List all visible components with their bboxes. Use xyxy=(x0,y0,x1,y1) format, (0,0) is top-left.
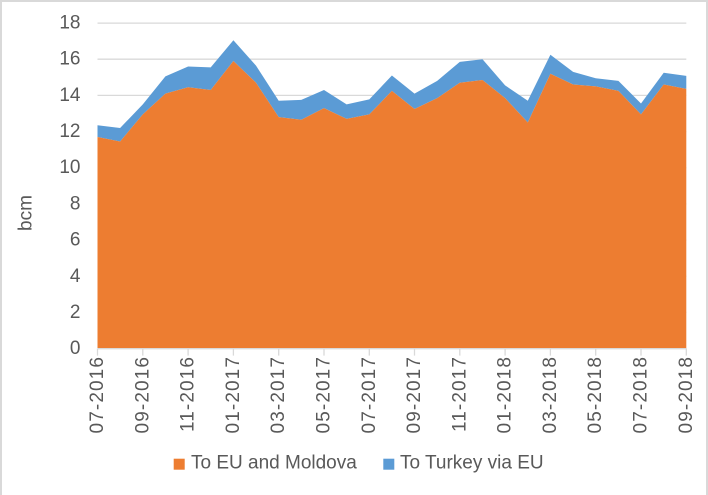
svg-text:10: 10 xyxy=(59,157,80,178)
svg-text:16: 16 xyxy=(59,49,80,70)
svg-text:6: 6 xyxy=(70,230,81,251)
svg-text:14: 14 xyxy=(59,85,81,106)
svg-text:07-2017: 07-2017 xyxy=(359,356,380,433)
svg-text:18: 18 xyxy=(59,13,80,34)
svg-text:05-2017: 05-2017 xyxy=(314,356,335,433)
svg-text:12: 12 xyxy=(59,121,80,142)
svg-text:11-2016: 11-2016 xyxy=(178,356,199,432)
svg-text:4: 4 xyxy=(70,266,81,287)
svg-text:2: 2 xyxy=(70,302,81,323)
svg-text:01-2017: 01-2017 xyxy=(223,356,244,433)
svg-text:11-2017: 11-2017 xyxy=(449,356,470,432)
svg-text:To Turkey via EU: To Turkey via EU xyxy=(400,453,544,474)
svg-text:09-2018: 09-2018 xyxy=(676,356,697,433)
svg-text:07-2018: 07-2018 xyxy=(631,356,652,433)
svg-text:To EU and Moldova: To EU and Moldova xyxy=(191,453,357,474)
svg-text:03-2018: 03-2018 xyxy=(540,356,561,433)
svg-text:0: 0 xyxy=(70,338,81,359)
svg-text:8: 8 xyxy=(70,193,81,214)
svg-text:01-2018: 01-2018 xyxy=(495,356,516,433)
svg-text:bcm: bcm xyxy=(16,195,37,231)
svg-text:03-2017: 03-2017 xyxy=(268,356,289,433)
svg-text:07-2016: 07-2016 xyxy=(87,356,108,433)
svg-text:05-2018: 05-2018 xyxy=(585,356,606,433)
svg-text:09-2017: 09-2017 xyxy=(404,356,425,433)
svg-text:09-2016: 09-2016 xyxy=(132,356,153,433)
